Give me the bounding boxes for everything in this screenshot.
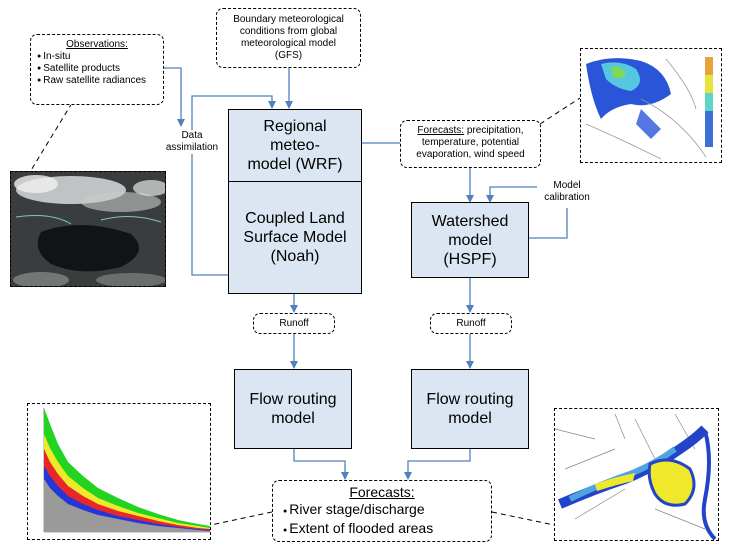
observations-title: Observations:	[66, 39, 128, 50]
obs-leader-line	[29, 102, 73, 173]
forecast-item-flood-extent: Extent of flooded areas	[283, 520, 483, 539]
forecasts-flood-box: Forecasts: River stage/discharge Extent …	[272, 480, 492, 542]
hspf-line-3: (HSPF)	[443, 250, 497, 268]
flow-right-line-1: Flow routing	[426, 391, 514, 408]
model-calibration-line-2: calibration	[544, 192, 590, 203]
hspf-line-2: model	[448, 231, 492, 249]
boundary-line-1: Boundary meteorological	[233, 14, 344, 25]
boundary-line-4: (GFS)	[274, 50, 303, 61]
wrf-line-3: model (WRF)	[247, 156, 343, 173]
observation-item-satellite-products: Satellite products	[37, 63, 157, 75]
obs-to-assim-arrow	[164, 67, 185, 127]
hspf-box: Watershed model (HSPF)	[411, 202, 529, 278]
boundary-line-2: conditions from global	[239, 26, 338, 37]
forecast-item-river-stage: River stage/discharge	[283, 501, 483, 520]
hydrograph-graphic	[28, 404, 210, 539]
hspf-to-calibration-line	[529, 208, 568, 239]
runoff-right-label: Runoff	[456, 318, 486, 329]
flow-left-to-forecast-arrow	[293, 449, 349, 480]
forecasts-meteo-line-3: evaporation, wind speed	[416, 149, 525, 160]
forecast-leader-line	[539, 97, 581, 125]
wrf-line-1: Regional	[263, 118, 327, 135]
hydrograph-chart	[27, 403, 211, 540]
flow-left-line-2: model	[271, 410, 315, 427]
data-assimilation-label: Data assimilation	[158, 130, 226, 154]
precipitation-map	[580, 48, 722, 163]
model-calibration-label: Model calibration	[537, 180, 597, 204]
runoff-left-box: Runoff	[253, 313, 335, 334]
wrf-line-2: meteo-	[270, 137, 320, 154]
forecasts-meteo-line-1: precipitation,	[464, 125, 524, 136]
runoff-left-label: Runoff	[279, 318, 309, 329]
runoff-right-box: Runoff	[430, 313, 512, 334]
noah-feedback-line	[191, 95, 276, 276]
satellite-image	[10, 171, 166, 287]
flow-routing-right-box: Flow routing model	[411, 369, 529, 449]
noah-box: Coupled Land Surface Model (Noah)	[228, 181, 362, 294]
flood-leader-line	[491, 511, 555, 526]
precipitation-map-graphic	[581, 49, 721, 162]
wrf-box: Regional meteo- model (WRF)	[228, 109, 362, 182]
data-assimilation-line-2: assimilation	[165, 142, 219, 153]
noah-line-1: Coupled Land	[245, 210, 345, 227]
forecasts-meteo-line-2: temperature, potential	[421, 137, 520, 148]
observation-item-raw-radiances: Raw satellite radiances	[37, 75, 157, 87]
forecasts-meteo-title: Forecasts:	[417, 125, 465, 136]
flow-right-line-2: model	[448, 410, 492, 427]
forecasts-flood-title: Forecasts:	[349, 484, 415, 500]
flow-routing-left-box: Flow routing model	[234, 369, 352, 449]
observations-box: Observations: In-situ Satellite products…	[30, 34, 164, 105]
model-calibration-line-1: Model	[553, 180, 581, 191]
boundary-line-3: meteorological model	[240, 38, 337, 49]
flood-extent-map	[554, 408, 719, 541]
forecasts-meteo-box: Forecasts: precipitation, temperature, p…	[400, 120, 541, 168]
boundary-conditions-box: Boundary meteorological conditions from …	[216, 8, 361, 68]
observation-item-in-situ: In-situ	[37, 51, 157, 63]
flow-right-to-forecast-arrow	[404, 449, 471, 480]
noah-line-2: Surface Model	[243, 229, 347, 246]
flow-left-line-1: Flow routing	[249, 391, 337, 408]
data-assimilation-line-1: Data	[181, 130, 203, 141]
noah-line-3: (Noah)	[270, 248, 320, 265]
hspf-line-1: Watershed	[431, 212, 509, 230]
satellite-image-graphic	[11, 172, 165, 286]
hydrograph-leader-line	[210, 511, 273, 526]
flood-map-graphic	[555, 409, 718, 540]
